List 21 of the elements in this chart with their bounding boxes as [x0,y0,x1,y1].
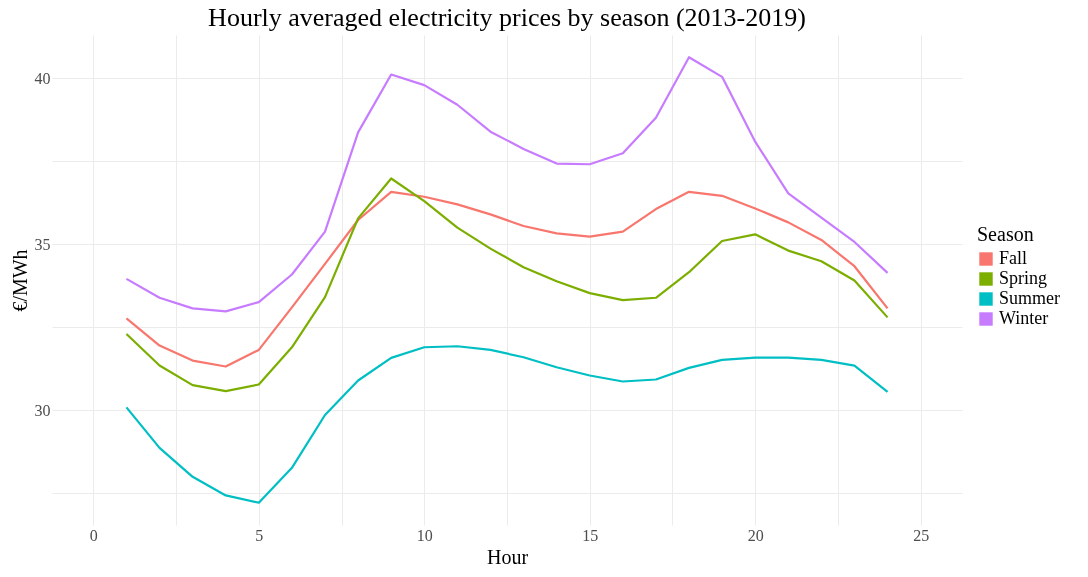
y-tick-label: 35 [34,235,51,253]
x-tick-label: 0 [89,526,98,544]
y-tick-label: 30 [34,401,51,419]
x-tick-label: 15 [582,526,599,544]
x-tick-label: 10 [416,526,433,544]
legend-label: Winter [999,308,1049,328]
line-series [125,190,889,368]
legend-label: Spring [999,268,1048,288]
x-tick-label: 20 [747,526,764,544]
chart-title: Hourly averaged electricity prices by season (2013-2019) [208,3,806,32]
line-series [125,56,889,313]
y-axis-title: €/MWh [8,249,31,312]
x-tick-label: 25 [913,526,930,544]
legend-label: Summer [999,288,1060,308]
line-series [125,345,889,504]
legend-label: Fall [999,248,1028,268]
legend-title: Season [977,223,1034,245]
x-tick-label: 5 [255,526,264,544]
x-axis-title: Hour [486,545,529,568]
line-series [125,177,889,393]
y-tick-label: 40 [34,69,51,87]
